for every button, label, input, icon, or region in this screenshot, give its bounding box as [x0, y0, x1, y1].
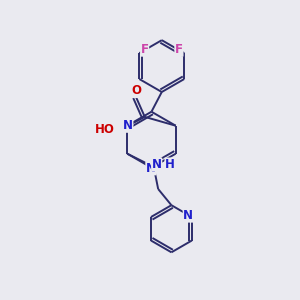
- Text: N: N: [146, 162, 156, 175]
- Text: F: F: [175, 43, 183, 56]
- Text: F: F: [141, 43, 148, 56]
- Text: H: H: [165, 158, 175, 171]
- Text: O: O: [131, 85, 142, 98]
- Text: N: N: [123, 119, 133, 132]
- Text: HO: HO: [95, 123, 115, 136]
- Text: N: N: [183, 209, 193, 222]
- Text: N: N: [152, 158, 162, 171]
